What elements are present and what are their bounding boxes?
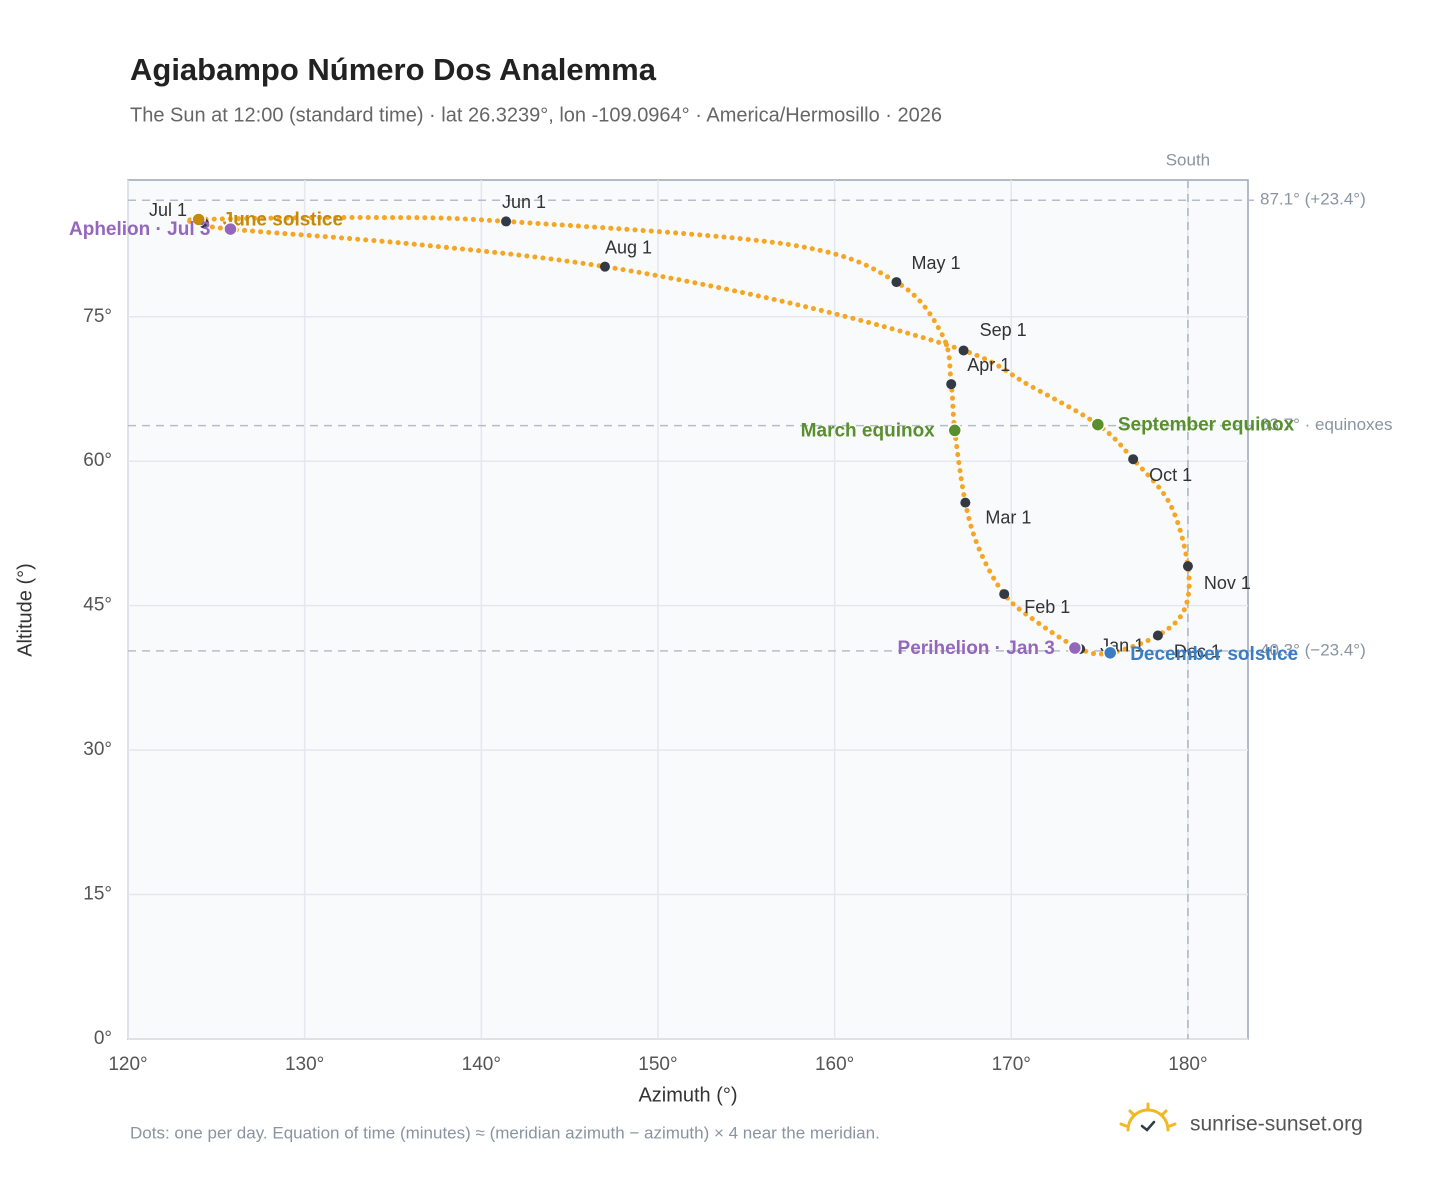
month-label: Aug 1 (605, 237, 652, 257)
x-axis-label: Azimuth (°) (638, 1084, 737, 1106)
month-label: Mar 1 (985, 507, 1031, 527)
month-label: Jul 1 (149, 200, 187, 220)
y-tick-label: 60° (83, 450, 112, 471)
event-label: Aphelion · Jul 3 (69, 219, 210, 240)
month-marker (501, 216, 512, 227)
month-marker (960, 497, 971, 508)
reference-label: 87.1° (+23.4°) (1260, 190, 1366, 209)
event-marker (1067, 640, 1083, 656)
month-label: Dec 1 (1174, 641, 1221, 661)
y-tick-label: 45° (83, 595, 112, 616)
brand-name: sunrise-sunset.org (1190, 1113, 1363, 1136)
footnote: Dots: one per day. Equation of time (min… (130, 1123, 880, 1142)
month-label: Feb 1 (1024, 597, 1070, 617)
reference-label: 40.3° (−23.4°) (1260, 640, 1366, 659)
plot-area (127, 179, 1249, 1040)
event-label: June solstice (223, 209, 343, 230)
month-marker (1182, 561, 1193, 572)
x-tick-label: 140° (462, 1054, 501, 1075)
event-label: December solstice (1130, 644, 1298, 665)
x-tick-label: 150° (638, 1054, 677, 1075)
event-marker (1102, 645, 1118, 661)
grid-layer: 120° 130° 140° 150° 160° 170° 180° 0° 15° 30° 45° 6… (83, 150, 1392, 1075)
chart-subtitle: The Sun at 12:00 (standard time) · lat 2… (130, 104, 942, 126)
event-marker (223, 221, 238, 237)
x-tick-label: 180° (1168, 1054, 1207, 1075)
month-label: Nov 1 (1204, 573, 1251, 593)
y-axis-label: Altitude (°) (14, 563, 36, 657)
x-tick-label: 130° (285, 1054, 324, 1075)
brand-logo (1119, 1102, 1177, 1132)
event-label: Perihelion · Jan 3 (898, 638, 1055, 659)
y-tick-label: 0° (94, 1028, 112, 1049)
meridian-label: South (1166, 150, 1210, 169)
month-label: Sep 1 (980, 320, 1027, 340)
event-label: September equinox (1118, 415, 1295, 436)
month-marker (1128, 454, 1139, 465)
month-label: May 1 (911, 253, 960, 273)
y-tick-label: 75° (83, 306, 112, 327)
reference-label: 63.7° · equinoxes (1260, 415, 1393, 434)
chart-title: Agiabampo Número Dos Analemma (130, 52, 657, 87)
event-label: March equinox (801, 420, 936, 441)
event-marker (947, 423, 963, 438)
month-label: Apr 1 (967, 355, 1010, 375)
month-label: Jun 1 (502, 192, 546, 212)
event-marker (191, 212, 206, 227)
month-marker (891, 277, 902, 288)
month-label: Oct 1 (1149, 465, 1192, 485)
month-marker (946, 379, 957, 390)
y-tick-label: 15° (83, 884, 112, 905)
x-tick-label: 170° (992, 1054, 1031, 1075)
month-marker (958, 345, 969, 356)
x-tick-label: 120° (108, 1054, 147, 1075)
month-marker (999, 589, 1010, 600)
event-marker (1090, 417, 1106, 432)
y-tick-label: 30° (83, 739, 112, 760)
x-tick-label: 160° (815, 1054, 854, 1075)
month-marker (1152, 630, 1163, 641)
month-marker (599, 261, 610, 272)
analemma-path (183, 215, 1192, 657)
